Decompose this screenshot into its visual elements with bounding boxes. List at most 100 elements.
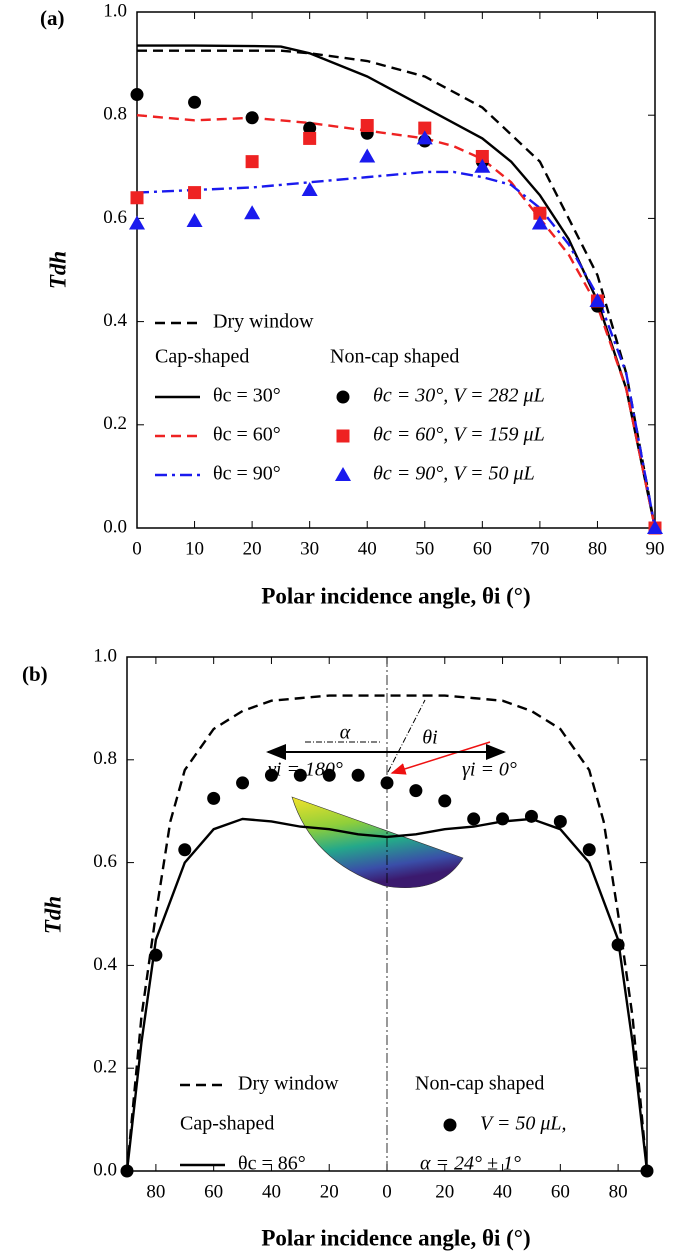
x-tick-label: 20 [243,538,262,559]
x-tick-label: 70 [530,538,549,559]
y-tick-label: 0.4 [103,310,127,331]
data-point [351,768,365,782]
plot-frame [136,11,656,529]
y-tick-label: 0.2 [103,413,127,434]
data-point [474,158,491,173]
legend-label: θc = 60° [213,424,281,446]
x-tick-label: 0 [382,1181,392,1202]
legend-label: θc = 30° [213,385,281,407]
legend-label: V = 50 μL, [480,1113,567,1135]
legend-header: Non-cap shaped [415,1073,544,1095]
legend-label: θc = 86° [238,1153,306,1175]
data-point [186,212,203,227]
data-point [589,292,606,307]
x-tick-label: 50 [415,538,434,559]
x-tick-label: 10 [185,538,204,559]
y-tick-label: 1.0 [93,645,117,666]
data-point [130,88,144,102]
droplet-illustration [266,699,506,889]
x-tick-label: 60 [204,1181,223,1202]
y-tick-label: 0.6 [103,207,127,228]
annotation: θi [422,727,437,749]
x-axis-label: Polar incidence angle, θi (°) [261,583,530,608]
data-point [207,791,221,805]
x-tick-label: 60 [551,1181,570,1202]
data-point [416,130,433,145]
y-tick-label: 0.8 [93,748,117,769]
data-point [533,206,547,220]
panel-label: (b) [22,662,48,686]
series-line [125,694,649,1172]
data-point [303,121,317,135]
data-point [475,149,489,163]
data-point [640,1164,654,1178]
legend-header: Cap-shaped [155,346,249,368]
y-axis-label: Tdh [45,251,70,289]
data-point [178,843,192,857]
data-point [149,948,163,962]
data-point [467,812,481,826]
data-point [244,205,261,220]
x-axis-label: Polar incidence angle, θi (°) [261,1225,530,1250]
data-point [129,215,145,230]
data-point [130,191,144,205]
y-tick-label: 0.2 [93,1057,117,1078]
legend-label: Dry window [238,1073,339,1095]
data-point [531,215,548,230]
data-point [188,186,202,200]
annotation: α = 24° ± 1° [420,1153,521,1175]
legend-label: θc = 30°, V = 282 μL [373,385,545,407]
data-point [359,148,376,163]
data-point [418,121,432,135]
legend-header: Non-cap shaped [330,346,459,368]
data-point [553,814,567,828]
x-tick-label: 0 [132,538,142,559]
data-point [611,938,625,952]
annotation: α [340,722,351,744]
data-point [409,784,423,798]
legend-header: Cap-shaped [180,1113,274,1135]
y-tick-label: 0.0 [93,1159,117,1180]
data-point [293,768,307,782]
x-tick-label: 20 [435,1181,454,1202]
legend-label: θc = 60°, V = 159 μL [373,424,545,446]
x-tick-label: 80 [609,1181,628,1202]
data-point [380,776,394,790]
data-point [438,794,452,808]
y-tick-label: 0.0 [103,516,127,537]
x-tick-label: 40 [493,1181,512,1202]
legend-label: θc = 90°, V = 50 μL [373,463,535,485]
data-point [647,520,663,534]
data-point [496,812,510,826]
legend-marker [443,1118,457,1132]
data-point [360,119,374,133]
legend-marker [336,429,350,443]
y-tick-label: 0.6 [93,851,117,872]
x-tick-label: 60 [473,538,492,559]
panel-label: (a) [40,6,65,30]
legend-marker [335,467,351,481]
y-tick-label: 1.0 [103,0,127,21]
data-point [322,768,336,782]
series-line [137,44,657,529]
legend-label: θc = 90° [213,463,281,485]
data-point [301,182,318,197]
series-line [137,49,657,529]
x-tick-label: 80 [588,538,607,559]
data-point [303,131,317,145]
data-point [236,776,250,790]
x-tick-label: 40 [358,538,377,559]
x-tick-label: 20 [320,1181,339,1202]
legend-marker [336,390,350,404]
data-point [245,111,259,125]
data-point [188,95,202,109]
data-point [120,1164,134,1178]
x-tick-label: 30 [300,538,319,559]
annotation: γi = 180° [268,759,343,781]
y-tick-label: 0.4 [93,954,117,975]
data-point [264,768,278,782]
series-line [125,817,649,1172]
y-axis-label: Tdh [40,896,65,934]
annotation: γi = 0° [462,759,517,781]
